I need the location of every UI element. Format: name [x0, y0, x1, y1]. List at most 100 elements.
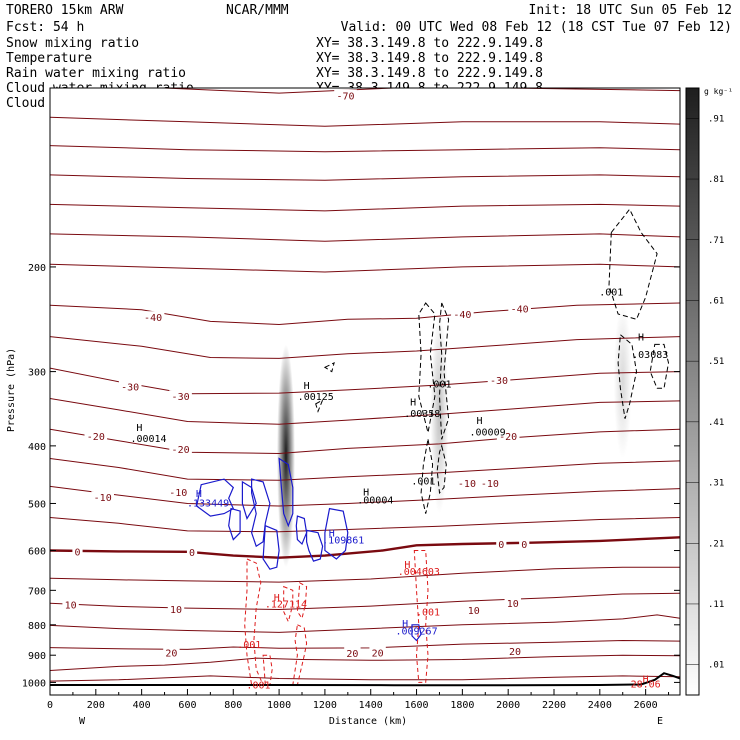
- plot-area: -70-40 -40 -40-30-30-30-20-20-20-10 -10-10-…: [6, 87, 681, 727]
- x-tick-label: 1800: [450, 700, 474, 711]
- annotation-label: .133449: [187, 498, 229, 509]
- y-tick-label: 300: [28, 368, 46, 379]
- cloud-ice-contour: [418, 302, 436, 433]
- x-tick-label: 600: [178, 700, 196, 711]
- annotation-label: .109861: [322, 536, 364, 547]
- annotation-label: .009267: [395, 627, 437, 638]
- temperature-label: 20: [509, 647, 521, 658]
- temperature-label-bg: [72, 545, 83, 558]
- temperature-contour: [50, 614, 680, 633]
- temperature-label-bg: [167, 602, 185, 615]
- annotation-label: H: [363, 487, 369, 498]
- cloud-ice-contour: [438, 302, 450, 440]
- cloud-water-contour: [306, 529, 324, 562]
- snow-shade: [613, 303, 632, 459]
- annotation-label: H: [274, 593, 280, 604]
- colorbar-unit: g kg⁻¹: [704, 87, 733, 96]
- temperature-label: 20: [372, 648, 384, 659]
- annotation-label: H: [477, 416, 483, 427]
- temperature-label: -30: [490, 376, 508, 387]
- temperature-contour: [50, 592, 680, 611]
- annotation-label: 28.06: [631, 680, 661, 691]
- annotation-label: .004603: [398, 567, 440, 578]
- temperature-label-bg: [496, 538, 507, 551]
- colorbar-label: .61: [708, 296, 724, 306]
- annotation-label: .03083: [632, 350, 668, 361]
- snow-shade: [276, 344, 295, 568]
- annotation-label: .001: [237, 640, 261, 651]
- temperature-label: -10: [481, 479, 499, 490]
- temperature-label: -10: [94, 493, 112, 504]
- legend-series-xy: XY= 38.3.149.8 to 222.9.149.8: [316, 51, 543, 66]
- temperature-label-bg: [506, 644, 524, 657]
- y-axis-label: Pressure (hPa): [6, 348, 17, 432]
- x-tick-label: 800: [224, 700, 242, 711]
- annotation-label: .001: [599, 288, 623, 299]
- y-tick-label: 900: [28, 651, 46, 662]
- temperature-label-bg: [166, 485, 190, 498]
- annotation-label: .127114: [265, 599, 307, 610]
- temperature-label: 10: [468, 606, 480, 617]
- cloud-water-contours: [195, 457, 422, 642]
- temperature-label: -30: [172, 392, 190, 403]
- temperature-contour: [50, 145, 680, 153]
- temperature-label-bg: [62, 598, 79, 611]
- annotation-label: H: [404, 560, 410, 571]
- cloud-water-contour: [324, 507, 349, 560]
- rain-contour: [296, 581, 308, 620]
- temperature-contour: [50, 233, 680, 242]
- annotation-label: H: [410, 398, 416, 409]
- cloud-water-contour: [250, 478, 271, 548]
- temperature-label-bg: [84, 430, 108, 443]
- annotation-label: H: [638, 333, 644, 344]
- annotation-label: H: [304, 381, 310, 392]
- temperature-label-bg: [186, 545, 198, 558]
- y-tick-label: 500: [28, 499, 46, 510]
- temperature-label-bg: [169, 390, 192, 403]
- legend-series-name: Rain water mixing ratio: [6, 66, 186, 81]
- annotation-label: H: [196, 489, 202, 500]
- cloud-ice-contours: [315, 208, 670, 514]
- x-tick-label: 1400: [359, 700, 383, 711]
- temperature-label: -40: [511, 305, 529, 316]
- x-tick-label: 1000: [267, 700, 291, 711]
- annotation-label: .001: [246, 680, 270, 691]
- temperature-label: 20: [165, 648, 177, 659]
- temperature-contour: [50, 536, 680, 559]
- temperature-label: -40: [453, 310, 471, 321]
- legend-series-xy: XY= 38.3.149.8 to 222.9.149.8: [316, 36, 543, 51]
- colorbar-label: .31: [708, 479, 724, 489]
- y-tick-label: 200: [28, 263, 46, 274]
- temperature-label-bg: [465, 603, 483, 616]
- x-axis-label: Distance (km): [329, 716, 407, 727]
- temperature-contour: [50, 517, 680, 533]
- temperature-label-bg: [504, 596, 521, 609]
- x-tick-label: 2400: [588, 700, 612, 711]
- annotation-label: .001: [427, 379, 451, 390]
- temperature-label-bg: [334, 89, 357, 102]
- west-label: W: [79, 716, 86, 727]
- temperature-label: -10: [458, 479, 476, 490]
- temperature-label: 0: [498, 540, 504, 551]
- temperature-label: -20: [172, 445, 190, 456]
- rain-contour: [413, 550, 429, 683]
- temperature-label: -40: [144, 313, 162, 324]
- annotation-label: .00358: [404, 409, 440, 420]
- temperature-label-bg: [369, 646, 386, 659]
- y-tick-label: 600: [28, 547, 46, 558]
- annotation-label: .00125: [298, 392, 334, 403]
- annotation-label: .001: [411, 476, 435, 487]
- temperature-label-bg: [451, 307, 474, 320]
- temperature-label: 20: [346, 649, 358, 660]
- temperature-label-bg: [519, 538, 530, 551]
- temperature-contour: [50, 654, 680, 671]
- temperature-contour: [50, 675, 680, 682]
- temperature-label: 0: [189, 548, 195, 559]
- forecast-hour: Fcst: 54 h: [6, 20, 84, 35]
- temperature-labels: -70-40 -40 -40-30-30-30-20-20-20-10 -10-10-…: [62, 89, 531, 660]
- y-tick-label: 1000: [22, 678, 46, 689]
- colorbar-label: .71: [708, 236, 724, 246]
- terrain-path: [50, 672, 680, 687]
